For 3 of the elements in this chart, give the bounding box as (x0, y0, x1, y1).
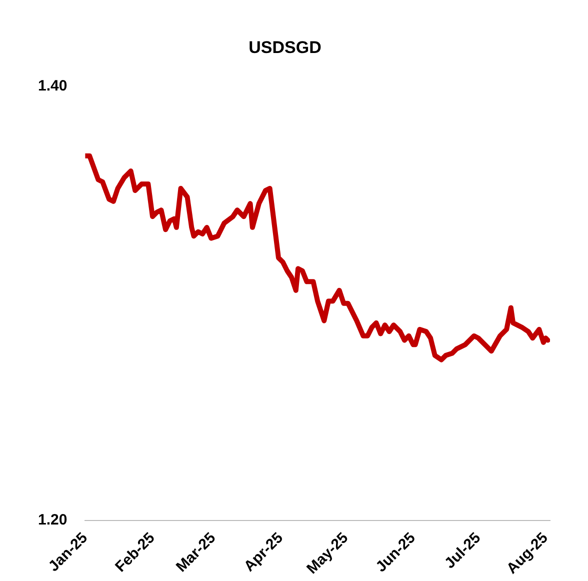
chart-title: USDSGD (248, 38, 322, 57)
y-tick-label: 1.40 (38, 78, 68, 95)
y-tick-label: 1.20 (38, 511, 68, 528)
